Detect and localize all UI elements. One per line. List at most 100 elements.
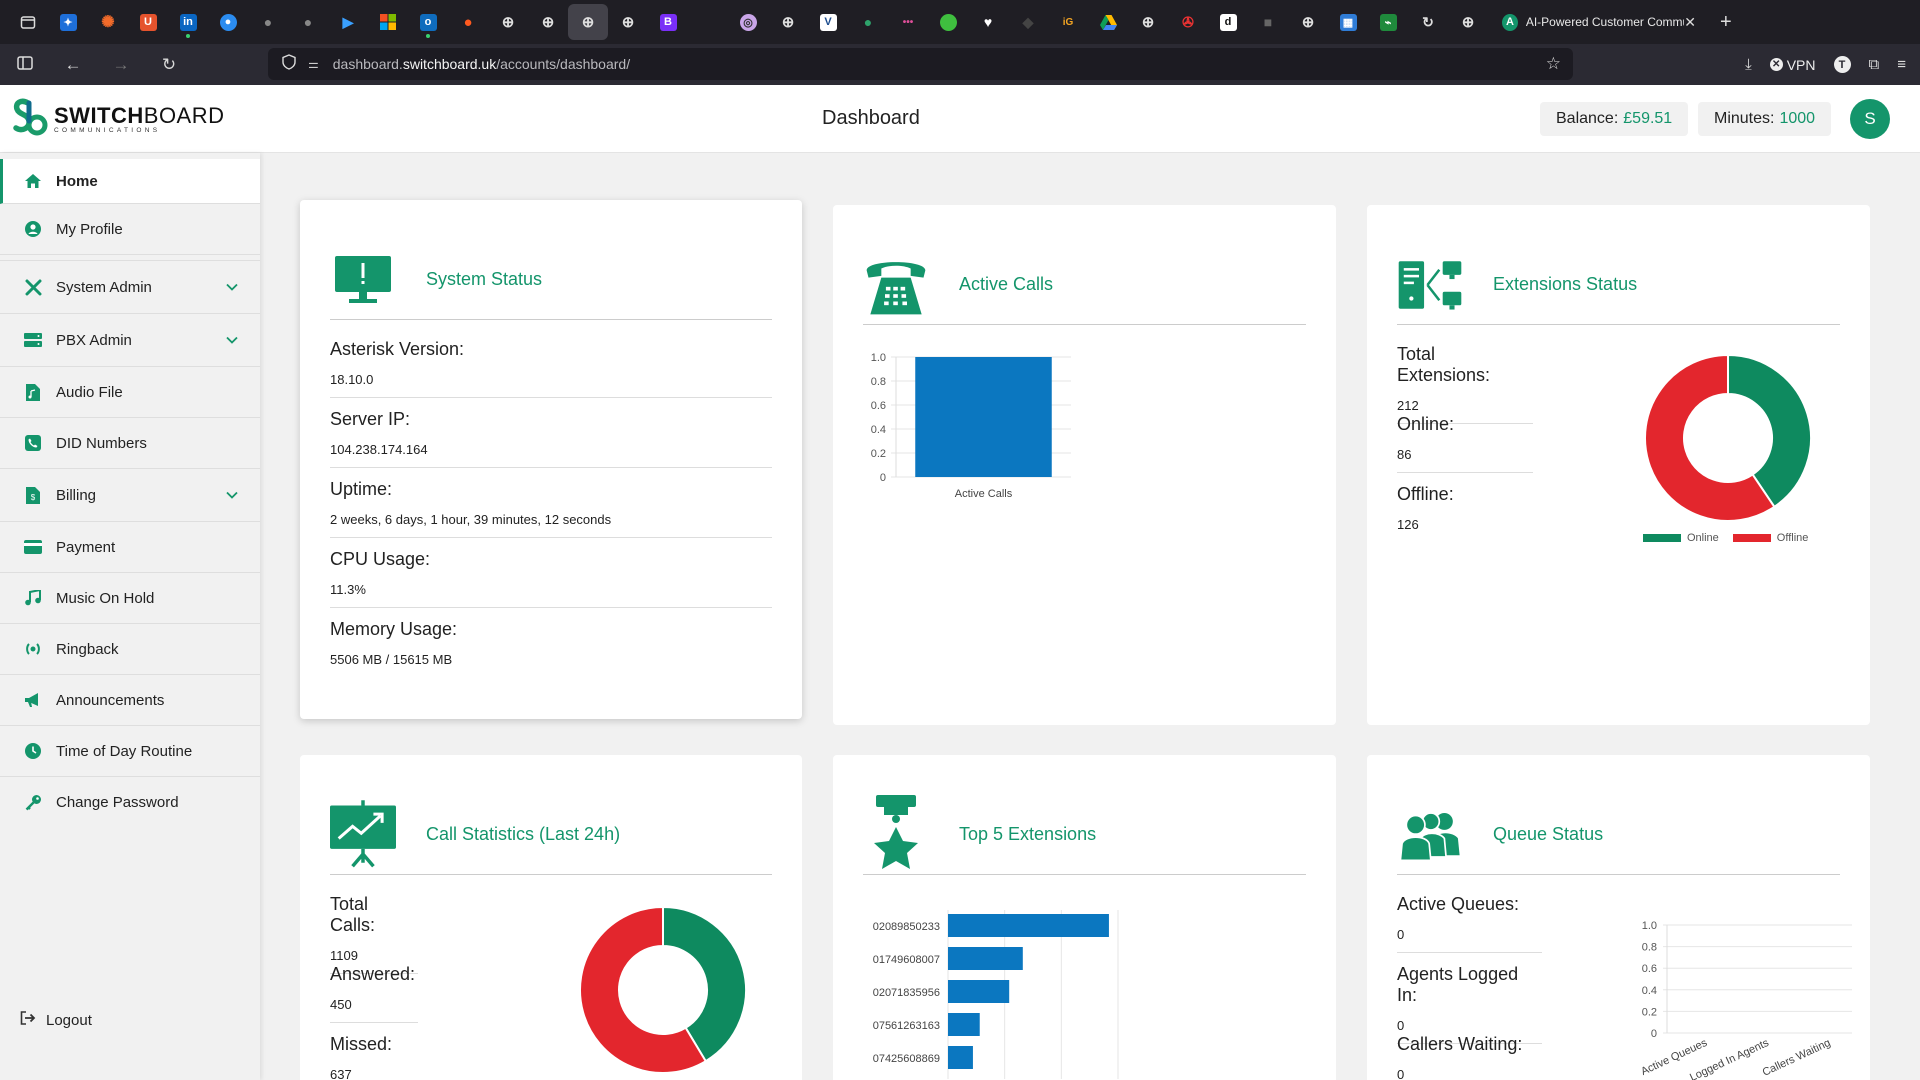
user-avatar[interactable]: S [1850, 99, 1890, 139]
pinned-tab-outlook[interactable]: o [408, 4, 448, 40]
pinned-tab-33[interactable]: ▦ [1328, 4, 1368, 40]
sidebar-item-pbx-admin[interactable]: PBX Admin [0, 314, 260, 367]
y-tick-label: 0.4 [871, 424, 886, 436]
pinned-tab-2[interactable]: ✺ [101, 14, 115, 31]
legend-label-offline: Offline [1776, 532, 1809, 544]
stat-missed: Missed: 637 [330, 1034, 418, 1080]
sidebar-item-label: PBX Admin [56, 331, 132, 349]
pinned-tab-35[interactable]: ↻ [1422, 13, 1434, 30]
y-tick-label: 02071835956 [873, 987, 940, 999]
pinned-tab-21[interactable]: ● [863, 14, 873, 30]
server-icon [24, 331, 42, 349]
switchboard-favicon: A [1502, 13, 1518, 31]
pinned-tab-18[interactable]: ◎ [728, 4, 768, 40]
bar-extension [948, 1046, 973, 1069]
browser-tab-active[interactable]: A AI-Powered Customer Commun ✕ [1494, 4, 1704, 40]
divider [330, 397, 772, 398]
pinned-tab-globe-6[interactable]: ⊕ [1301, 14, 1315, 31]
logout-label: Logout [46, 1011, 92, 1029]
pinned-tab-11[interactable]: ● [463, 13, 473, 31]
site-permissions-icon[interactable]: ⚌ [308, 57, 319, 71]
pinned-tab-3[interactable]: U [128, 4, 168, 40]
pinned-tab-drive[interactable] [1088, 4, 1128, 40]
pinned-tab-globe-7[interactable]: ⊕ [1461, 14, 1475, 31]
pinned-tab-25[interactable]: ◆ [1022, 13, 1034, 30]
pinned-tab-30[interactable]: d [1208, 4, 1248, 40]
pinned-tab-26[interactable]: iG [1062, 16, 1074, 28]
logout-button[interactable]: Logout [20, 1011, 92, 1029]
pinned-tab-29[interactable]: ✇ [1182, 13, 1194, 30]
logo-tagline: COMMUNICATIONS [54, 126, 161, 134]
shield-icon[interactable] [282, 53, 296, 75]
divider [330, 607, 772, 608]
pinned-tab-17[interactable] [688, 4, 728, 40]
pinned-tab-5[interactable]: ● [208, 4, 248, 40]
pinned-tab-globe-1[interactable]: ⊕ [501, 14, 515, 31]
close-tab-icon[interactable]: ✕ [1684, 13, 1696, 30]
pinned-tab-apple-1[interactable]: ● [263, 14, 273, 30]
pinned-tab-31[interactable]: ■ [1263, 14, 1273, 30]
sidebar-item-billing[interactable]: $ Billing [0, 469, 260, 522]
pinned-tab-apple-2[interactable]: ● [303, 14, 313, 30]
y-tick-label: 02089850233 [873, 921, 940, 933]
pinned-tab-globe-5[interactable]: ⊕ [1141, 14, 1155, 31]
sidebar-item-did-numbers[interactable]: DID Numbers [0, 418, 260, 469]
bookmark-star-icon[interactable]: ☆ [1545, 54, 1561, 73]
back-icon[interactable]: ← [64, 54, 82, 74]
sidebar-item-audio-file[interactable]: Audio File [0, 367, 260, 418]
stat-uptime: Uptime: 2 weeks, 6 days, 1 hour, 39 minu… [330, 479, 772, 538]
pinned-tab-linkedin[interactable]: in [168, 4, 208, 40]
downloads-icon[interactable]: ⤓ [1745, 56, 1752, 73]
divider [1397, 952, 1542, 953]
address-bar[interactable]: ⚌ dashboard.switchboard.uk/accounts/dash… [268, 48, 1573, 80]
card-title: Queue Status [1493, 824, 1604, 844]
y-tick-label: 1.0 [871, 352, 886, 364]
stat-label: Active Queues: [1397, 894, 1520, 914]
network-devices-icon [1397, 252, 1463, 318]
pinned-tab-23[interactable] [928, 4, 968, 40]
pinned-tab-1[interactable]: ✦ [48, 4, 88, 40]
pinned-tab-20[interactable]: V [808, 4, 848, 40]
sidebar-item-system-admin[interactable]: System Admin [0, 261, 260, 314]
stat-value: 0 [1397, 1067, 1405, 1080]
stat-value: 212 [1397, 398, 1419, 413]
sidebar-item-music-on-hold[interactable]: Music On Hold [0, 573, 260, 624]
pinned-tab-8[interactable]: ▶ [342, 13, 354, 30]
slice-online [1727, 353, 1812, 509]
pinned-tab-34[interactable]: ⌁ [1368, 4, 1408, 40]
pinned-tab-16[interactable]: B [648, 4, 688, 40]
y-tick-label: 0.6 [871, 400, 886, 412]
sidebar-item-announcements[interactable]: Announcements [0, 675, 260, 726]
menu-icon[interactable]: ≡ [1897, 56, 1906, 73]
telephone-icon [863, 252, 929, 318]
slice-missed [579, 905, 708, 1074]
forward-icon[interactable]: → [112, 54, 130, 74]
pinned-tab-globe-active[interactable]: ⊕ [568, 4, 608, 40]
bar-extension [948, 914, 1109, 937]
pinned-tab-globe-3[interactable]: ⊕ [621, 14, 635, 31]
pinned-tab-24[interactable]: ♥ [983, 14, 993, 30]
stat-value: 2 weeks, 6 days, 1 hour, 39 minutes, 12 … [330, 512, 612, 527]
vpn-button[interactable]: ✕ VPN [1769, 57, 1816, 73]
sidebar-item-payment[interactable]: Payment [0, 522, 260, 573]
sidebar-item-time-of-day-routine[interactable]: Time of Day Routine [0, 726, 260, 777]
extensions-icon[interactable]: ⧉ [1868, 56, 1880, 73]
call-statistics-header: Call Statistics (Last 24h) [330, 795, 772, 875]
url-text[interactable]: dashboard.switchboard.uk/accounts/dashbo… [332, 56, 631, 72]
sidebar-item-home[interactable]: Home [0, 159, 260, 204]
pinned-tab-22[interactable]: ••• [902, 16, 914, 28]
switchboard-logo[interactable]: SWITCHBOARD COMMUNICATIONS [12, 97, 225, 139]
pinned-tab-globe-2[interactable]: ⊕ [541, 14, 555, 31]
y-tick-label: 0.8 [871, 376, 886, 388]
sidebar-item-my-profile[interactable]: My Profile [0, 204, 260, 255]
reload-icon[interactable]: ↻ [161, 54, 177, 74]
tab-overview-icon[interactable] [16, 10, 40, 34]
pinned-tab-microsoft[interactable] [368, 4, 408, 40]
sidebar-item-ringback[interactable]: Ringback [0, 624, 260, 675]
sidebar-item-change-password[interactable]: Change Password [0, 777, 260, 828]
new-tab-icon[interactable]: + [1720, 10, 1732, 33]
account-icon[interactable]: T [1833, 56, 1851, 73]
pinned-tab-globe-4[interactable]: ⊕ [781, 14, 795, 31]
vpn-off-icon: ✕ [1769, 58, 1783, 71]
sidebar-toggle-icon[interactable] [14, 55, 36, 75]
